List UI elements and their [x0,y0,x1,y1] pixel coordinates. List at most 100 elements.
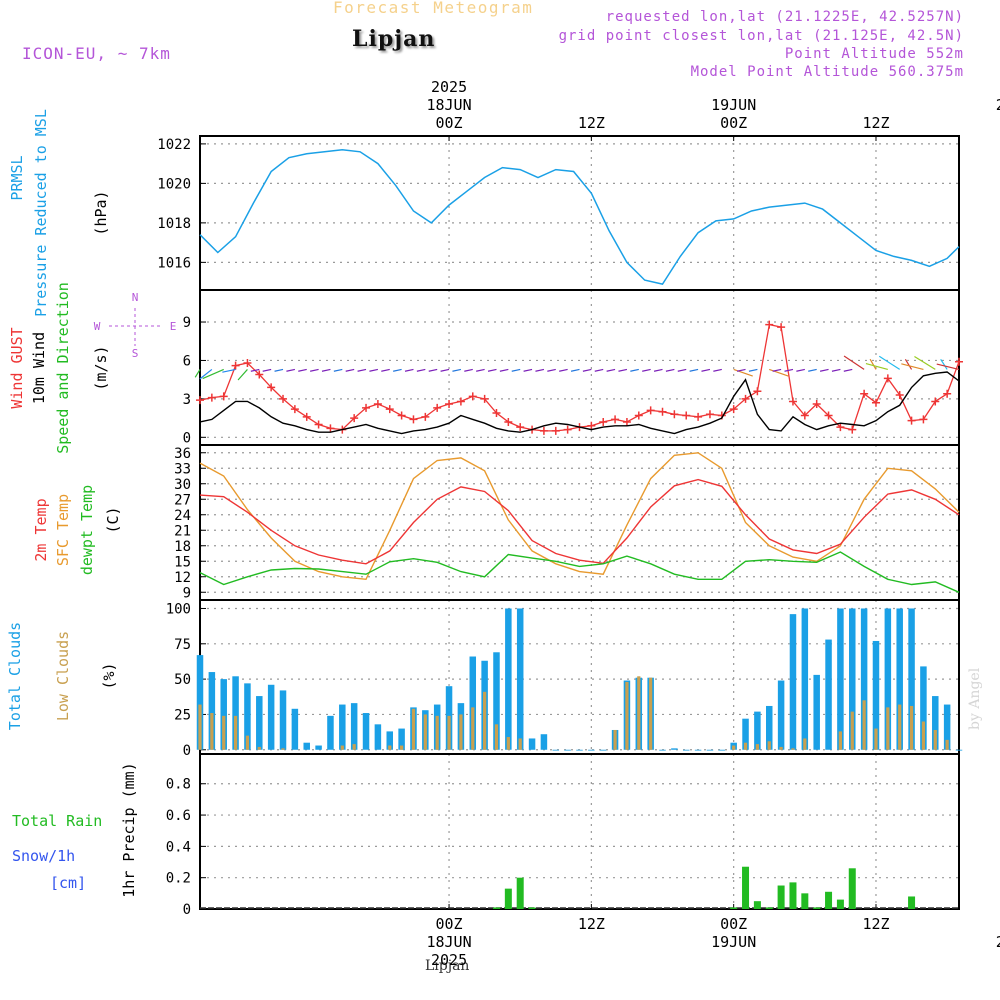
total-cloud-bar [682,749,690,751]
gust-marker [267,383,276,392]
gust-marker [255,370,264,379]
time-axis-label: 00Z [720,114,747,132]
snow-label: Snow/1h [12,847,75,865]
wind-direction-arrow [250,368,260,372]
rain-bar [765,907,773,909]
total-cloud-bar [374,724,382,750]
gust-marker [290,405,299,414]
gust-marker [682,411,691,420]
wind-direction-arrow [499,368,509,372]
wind-direction-arrow [222,368,236,373]
total-cloud-bar [943,704,951,750]
gust-marker [433,403,442,412]
low-cloud-bar [791,748,795,750]
low-cloud-bar [340,745,344,750]
low-clouds-label: Low Clouds [54,631,72,721]
wind-direction-arrow [940,359,948,370]
gust-marker [385,405,394,414]
gust-marker [646,406,655,415]
low-cloud-bar [388,745,392,750]
total-cloud-bar [540,734,548,750]
low-cloud-bar [637,676,641,750]
gust-marker [622,417,631,426]
wind-direction-arrow [914,355,936,370]
gust-marker [860,389,869,398]
pressure-unit: (hPa) [92,190,110,235]
gust-marker [409,415,418,424]
gust-marker [919,415,928,424]
low-cloud-bar [921,721,926,750]
low-cloud-bar [506,737,510,750]
wind-gust-label: Wind GUST [8,327,26,408]
rain-bar [836,899,844,909]
t2m-line [199,478,960,565]
compass-e: E [170,320,177,333]
low-cloud-bar [198,704,202,750]
total-cloud-bar [350,703,358,750]
rain-bar [789,882,797,909]
low-cloud-bar [518,738,522,750]
wind-direction-arrow [769,368,789,377]
y-tick-label: 1020 [157,176,191,192]
wind-direction-arrow [523,368,533,372]
gust-marker [788,397,797,406]
wind-direction-arrow [393,368,402,372]
total-cloud-bar [706,749,714,751]
total-cloud-bar [386,731,393,750]
total-cloud-bar [920,666,927,750]
wind-direction-arrow [559,368,568,372]
time-axis-label: 12Z [862,915,889,933]
total-cloud-bar [671,748,678,750]
low-cloud-bar [435,715,439,750]
gust-marker [231,361,240,370]
total-cloud-bar [860,608,868,750]
cloud-unit: (%) [100,662,118,689]
low-cloud-bar [755,744,759,750]
time-axis-label: 2025 [431,78,467,96]
total-cloud-bar [196,655,204,750]
low-cloud-bar [281,748,285,750]
wind-direction-arrow [689,368,699,372]
gust-marker [492,408,501,417]
time-axis-label: 00Z [436,915,463,933]
low-cloud-bar [625,681,629,750]
gust-marker [800,411,809,420]
gust-marker [777,323,786,332]
total-cloud-bar [789,614,797,750]
total-cloud-bar [576,749,583,751]
rain-bar [848,868,856,909]
low-cloud-bar [400,745,404,750]
wind-direction-arrow [748,368,758,372]
y-tick-label: 0 [183,902,191,918]
gust-marker [705,410,714,419]
wind-direction-arrow [865,362,888,371]
sfc-temp-label: SFC Temp [54,494,72,566]
wind-dir-label: Speed and Direction [54,282,72,454]
gust-marker [243,359,252,368]
time-axis-label: 12Z [862,114,889,132]
time-axis-label: 2025 [431,951,467,969]
gust-marker [350,414,359,423]
gust-marker [468,392,477,401]
wind-direction-arrow [772,368,782,372]
low-cloud-bar [411,708,416,750]
total-cloud-bar [505,608,512,750]
wind-direction-arrow [274,368,284,372]
total-cloud-bar [872,640,880,750]
gust-marker [895,391,904,400]
wind-direction-arrow [440,368,450,372]
wind-direction-arrow [936,363,960,371]
wind-direction-arrow [843,355,865,370]
low-cloud-bar [352,744,356,750]
total-cloud-bar [896,608,903,750]
y-tick-label: 15 [174,554,191,570]
wind-direction-arrow [582,368,592,372]
gust-marker [753,387,762,396]
total-cloud-bar [825,639,832,750]
total-cloud-bar [279,690,287,750]
rain-bar [492,907,500,909]
gust-marker [836,423,845,432]
wind-direction-arrow [199,368,213,380]
total-cloud-bar [718,749,726,751]
total-cloud-bar [908,608,915,750]
